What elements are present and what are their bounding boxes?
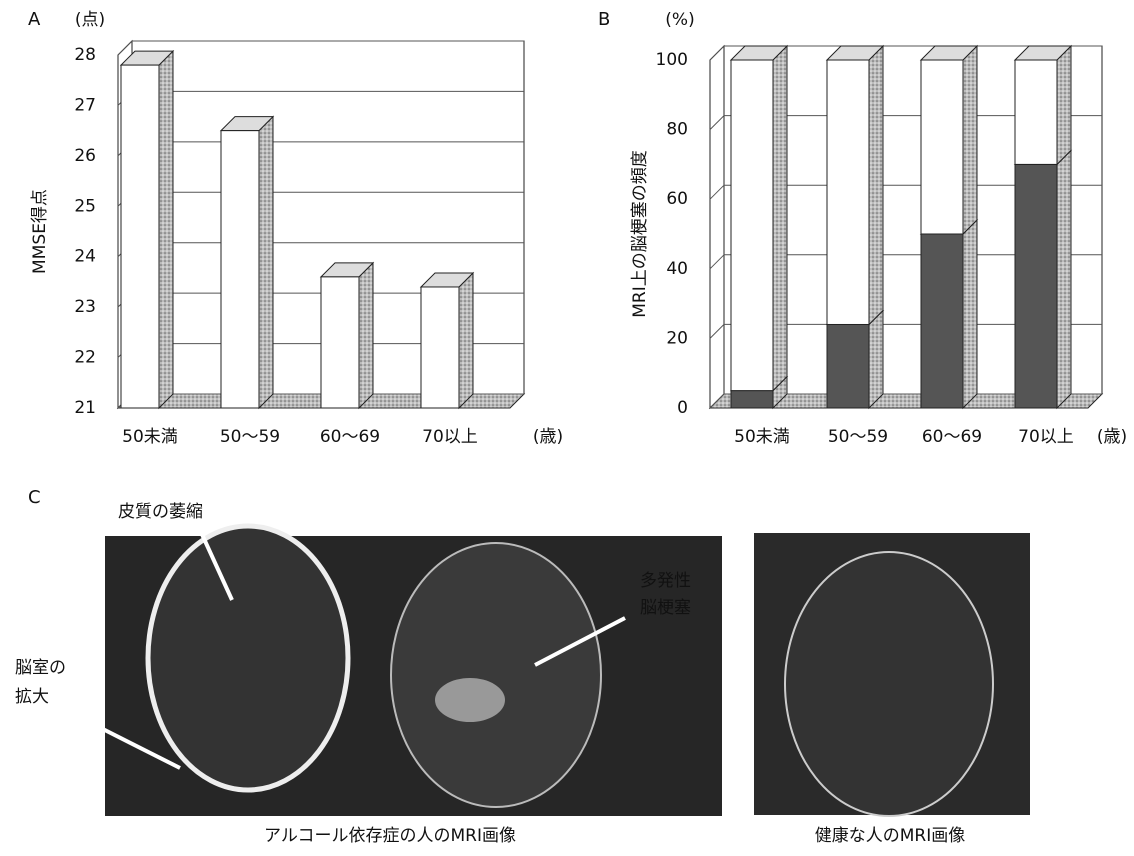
x-tick-label: 60～69 [922,427,982,447]
brain-2 [391,543,601,807]
bar-side [869,310,883,408]
y-tick-label: 100 [656,50,688,70]
caption: 健康な人のMRI画像 [815,826,966,846]
bar [731,60,773,391]
bar-side [773,46,787,391]
bar [731,391,773,408]
bar-side [1057,46,1071,164]
annotation: 拡大 [15,687,49,707]
panel-label: C [28,487,41,508]
y-tick-label: 60 [666,189,688,209]
bar [921,234,963,408]
brain-2-detail [435,678,505,722]
y-tick-label: 23 [74,297,96,317]
bar-side [159,51,173,408]
bar [421,287,459,408]
mri-images [85,526,1030,816]
bar [1015,164,1057,408]
bar [827,60,869,324]
annotation: 脳梗塞 [640,598,691,618]
annotation: 脳室の [15,658,66,678]
y-tick-label: 80 [666,120,688,140]
x-unit: (歳) [1097,427,1127,447]
x-tick-label: 50未満 [122,427,178,447]
x-tick-label: 50～59 [220,427,280,447]
bar-side [459,273,473,408]
y-tick-label: 22 [74,348,96,368]
y-tick-label: 0 [677,398,688,418]
x-tick-label: 70以上 [1018,427,1074,447]
panel-label: A [28,9,41,30]
bar-side [869,46,883,324]
y-tick-label: 20 [666,328,688,348]
bar-side [963,46,977,234]
x-tick-label: 60～69 [320,427,380,447]
brain-1 [148,526,348,790]
y-tick-label: 24 [74,247,96,267]
y-axis-title: MMSE得点 [30,189,50,274]
y-tick-label: 40 [666,259,688,279]
bar [1015,60,1057,164]
side-wall [710,46,724,408]
bar [921,60,963,234]
y-unit: (%) [665,10,694,30]
annotation: 多発性 [640,571,691,591]
x-tick-label: 50～59 [828,427,888,447]
bar-side [963,220,977,408]
bar-side [259,117,273,408]
brain-3 [785,552,993,816]
y-tick-label: 27 [74,95,96,115]
bar [221,131,259,408]
bar-side [359,263,373,408]
x-tick-label: 50未満 [734,427,790,447]
figure: C 皮質の萎縮 多発性 脳梗塞 脳室の 拡大 アルコール依存症の人のMRI画像 … [0,0,1134,852]
panel-label: B [598,9,610,30]
y-tick-label: 28 [74,45,96,65]
caption: アルコール依存症の人のMRI画像 [264,826,516,846]
bar [827,324,869,408]
annotation: 皮質の萎縮 [118,502,203,522]
bar [121,65,159,408]
y-tick-label: 26 [74,146,96,166]
bar [321,277,359,408]
bar-side [1057,150,1071,408]
x-tick-label: 70以上 [422,427,478,447]
y-axis-title: MRI上の脳梗塞の頻度 [630,150,650,318]
y-tick-label: 21 [74,398,96,418]
x-unit: (歳) [533,427,563,447]
y-unit: (点) [75,10,105,30]
y-tick-label: 25 [74,196,96,216]
